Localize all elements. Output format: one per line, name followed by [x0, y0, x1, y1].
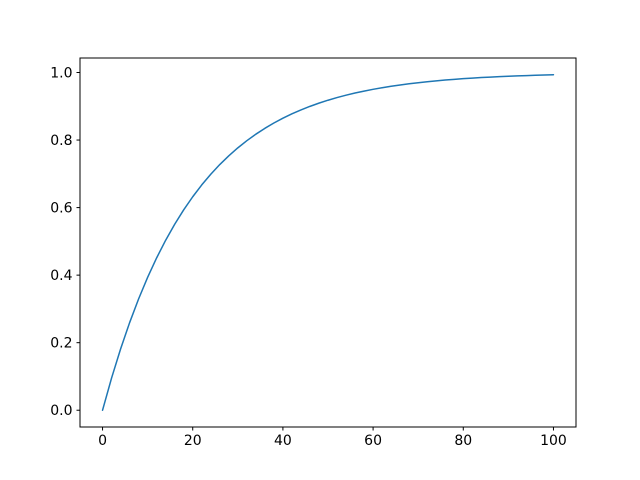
y-tick-label: 0.0 — [50, 403, 72, 419]
x-tick-label: 20 — [184, 433, 202, 449]
x-ticks: 0 20 40 60 80 100 — [98, 427, 567, 449]
x-tick-label: 80 — [454, 433, 472, 449]
x-tick-label: 0 — [98, 433, 107, 449]
y-tick-label: 1.0 — [50, 65, 72, 81]
x-tick-label: 40 — [274, 433, 292, 449]
y-ticks: 0.0 0.2 0.4 0.6 0.8 1.0 — [50, 65, 80, 419]
plot-frame — [79, 57, 577, 428]
series-line — [101, 74, 555, 411]
x-tick-label: 60 — [364, 433, 382, 449]
y-tick-label: 0.2 — [50, 335, 72, 351]
y-tick-label: 0.4 — [50, 268, 72, 284]
x-tick-label: 100 — [540, 433, 567, 449]
y-tick-label: 0.8 — [50, 133, 72, 149]
y-tick-label: 0.6 — [50, 200, 72, 216]
